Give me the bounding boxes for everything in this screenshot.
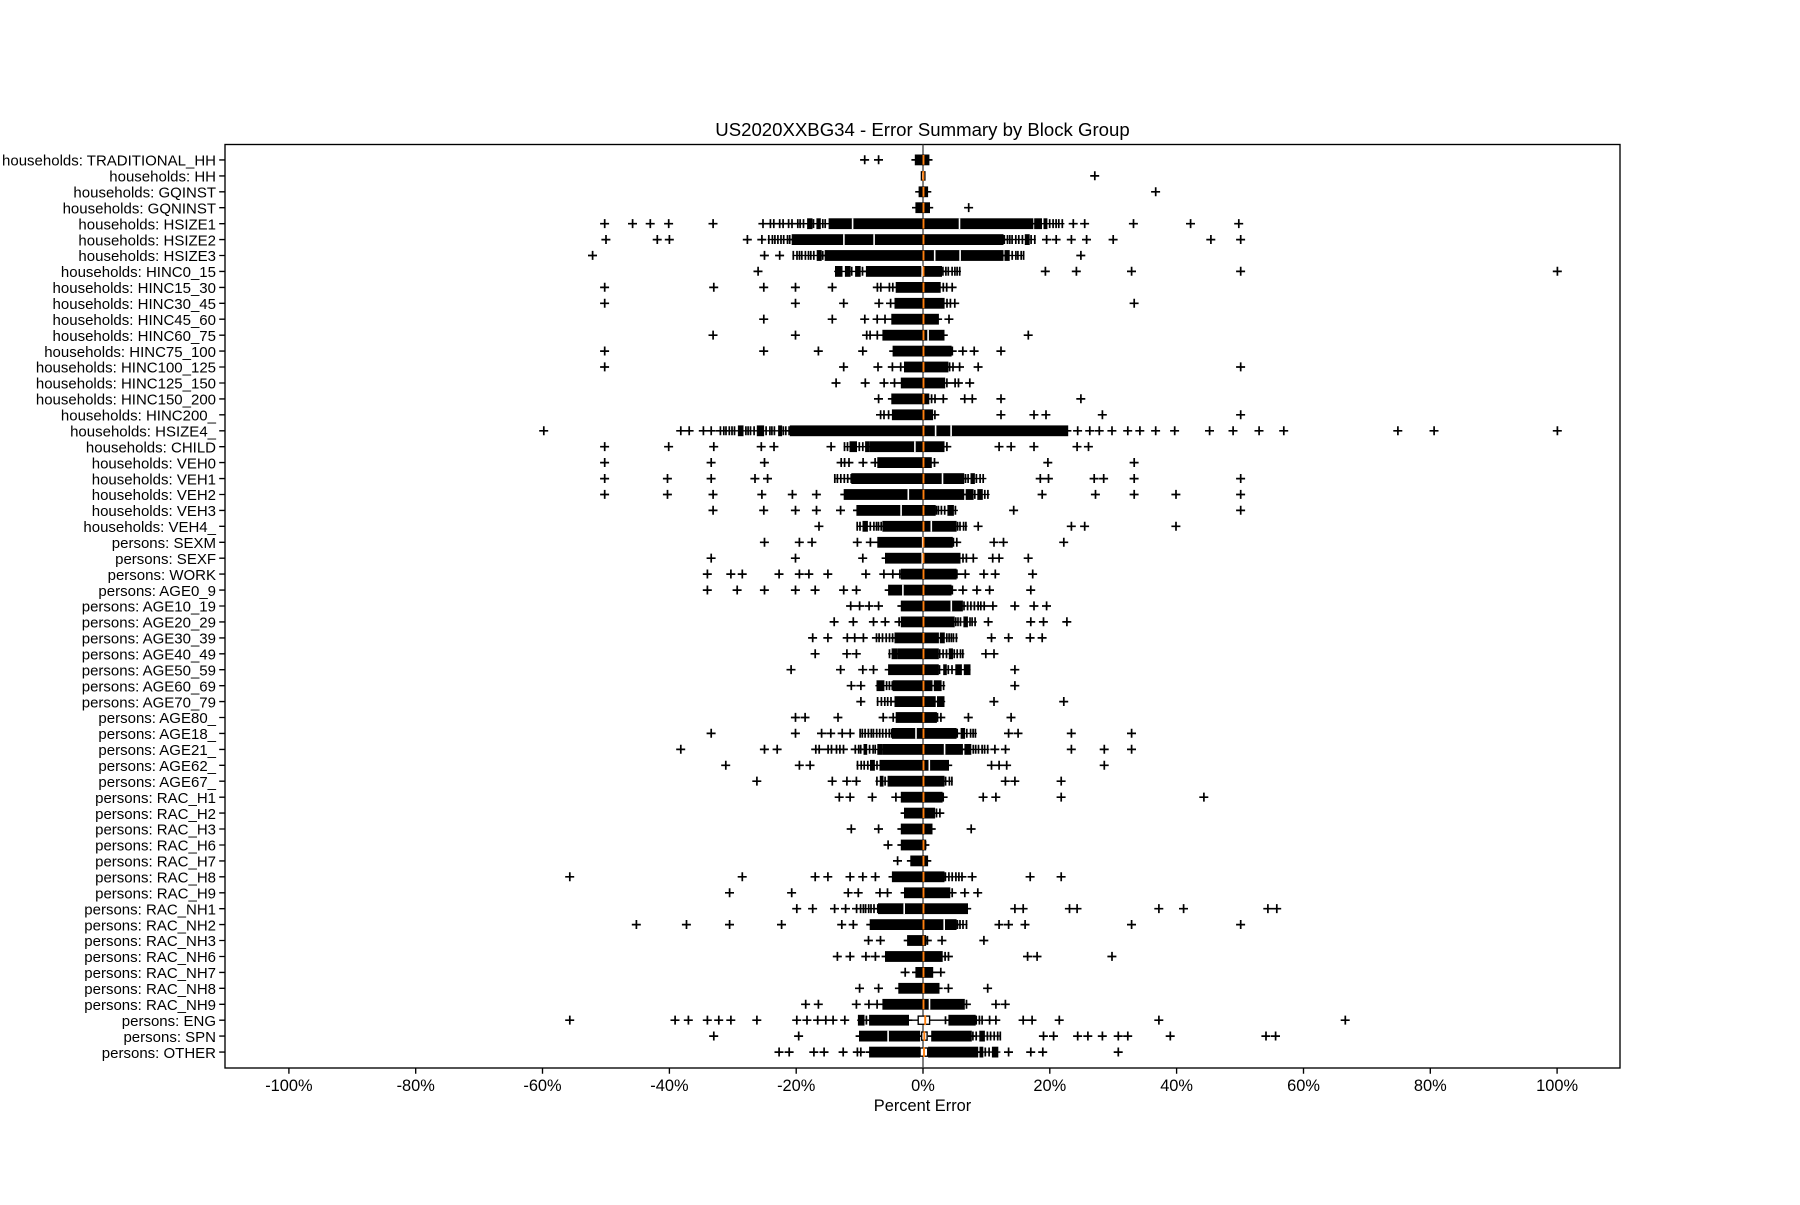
svg-text:-20%: -20% bbox=[777, 1077, 815, 1095]
svg-text:persons: AGE20_29: persons: AGE20_29 bbox=[82, 615, 216, 632]
svg-text:Percent Error: Percent Error bbox=[874, 1097, 972, 1115]
svg-text:-60%: -60% bbox=[523, 1077, 561, 1095]
svg-text:households: HINC125_150: households: HINC125_150 bbox=[36, 376, 216, 393]
svg-text:persons: SPN: persons: SPN bbox=[123, 1029, 216, 1046]
svg-text:persons: AGE30_39: persons: AGE30_39 bbox=[82, 631, 216, 648]
svg-text:persons: RAC_NH7: persons: RAC_NH7 bbox=[84, 965, 216, 982]
svg-text:80%: 80% bbox=[1414, 1077, 1447, 1095]
svg-text:households: GQINST: households: GQINST bbox=[73, 185, 216, 202]
svg-text:households: HINC200_: households: HINC200_ bbox=[61, 408, 217, 425]
svg-text:persons: AGE67_: persons: AGE67_ bbox=[98, 774, 216, 791]
svg-text:households: HINC45_60: households: HINC45_60 bbox=[53, 312, 216, 329]
svg-text:persons: ENG: persons: ENG bbox=[122, 1013, 216, 1030]
svg-text:households: CHILD: households: CHILD bbox=[86, 439, 216, 456]
svg-text:households: VEH4_: households: VEH4_ bbox=[83, 519, 216, 536]
svg-text:households: HINC0_15: households: HINC0_15 bbox=[61, 264, 216, 281]
svg-text:persons: AGE18_: persons: AGE18_ bbox=[98, 726, 216, 743]
svg-text:0%: 0% bbox=[911, 1077, 935, 1095]
svg-text:US2020XXBG34 - Error Summary b: US2020XXBG34 - Error Summary by Block Gr… bbox=[715, 119, 1129, 140]
svg-text:households: HINC60_75: households: HINC60_75 bbox=[53, 328, 216, 345]
svg-text:households: HSIZE2: households: HSIZE2 bbox=[78, 232, 216, 249]
svg-text:persons: AGE70_79: persons: AGE70_79 bbox=[82, 694, 216, 711]
svg-text:persons: SEXF: persons: SEXF bbox=[115, 551, 216, 568]
svg-text:persons: RAC_NH2: persons: RAC_NH2 bbox=[84, 917, 216, 934]
svg-text:-80%: -80% bbox=[397, 1077, 435, 1095]
svg-text:20%: 20% bbox=[1033, 1077, 1066, 1095]
svg-text:persons: RAC_H7: persons: RAC_H7 bbox=[95, 854, 216, 871]
svg-text:households: HH: households: HH bbox=[109, 169, 216, 186]
svg-text:persons: RAC_NH8: persons: RAC_NH8 bbox=[84, 981, 216, 998]
svg-text:40%: 40% bbox=[1160, 1077, 1193, 1095]
svg-text:households: HINC150_200: households: HINC150_200 bbox=[36, 392, 216, 409]
svg-text:persons: OTHER: persons: OTHER bbox=[102, 1045, 216, 1062]
svg-text:persons: RAC_H1: persons: RAC_H1 bbox=[95, 790, 216, 807]
svg-text:households: HSIZE4_: households: HSIZE4_ bbox=[70, 424, 217, 441]
svg-text:households: HINC30_45: households: HINC30_45 bbox=[53, 296, 216, 313]
svg-text:households: HINC100_125: households: HINC100_125 bbox=[36, 360, 216, 377]
svg-text:households: VEH2: households: VEH2 bbox=[92, 487, 216, 504]
svg-text:households: HINC15_30: households: HINC15_30 bbox=[53, 280, 216, 297]
svg-text:persons: RAC_NH6: persons: RAC_NH6 bbox=[84, 949, 216, 966]
svg-text:persons: AGE62_: persons: AGE62_ bbox=[98, 758, 216, 775]
svg-text:households: GQNINST: households: GQNINST bbox=[63, 200, 216, 217]
svg-text:persons: AGE10_19: persons: AGE10_19 bbox=[82, 599, 216, 616]
svg-text:persons: AGE21_: persons: AGE21_ bbox=[98, 742, 216, 759]
svg-text:persons: RAC_H2: persons: RAC_H2 bbox=[95, 806, 216, 823]
svg-text:persons: RAC_H6: persons: RAC_H6 bbox=[95, 838, 216, 855]
svg-text:households: HINC75_100: households: HINC75_100 bbox=[44, 344, 216, 361]
svg-text:households: VEH3: households: VEH3 bbox=[92, 503, 216, 520]
svg-text:100%: 100% bbox=[1536, 1077, 1578, 1095]
svg-text:households: VEH1: households: VEH1 bbox=[92, 471, 216, 488]
svg-text:-40%: -40% bbox=[650, 1077, 688, 1095]
svg-text:persons: AGE50_59: persons: AGE50_59 bbox=[82, 662, 216, 679]
svg-text:persons: AGE80_: persons: AGE80_ bbox=[98, 710, 216, 727]
svg-text:persons: AGE40_49: persons: AGE40_49 bbox=[82, 647, 216, 664]
svg-text:persons: RAC_H9: persons: RAC_H9 bbox=[95, 886, 216, 903]
svg-text:persons: SEXM: persons: SEXM bbox=[112, 535, 216, 552]
svg-text:persons: WORK: persons: WORK bbox=[108, 567, 216, 584]
svg-text:households: VEH0: households: VEH0 bbox=[92, 455, 216, 472]
svg-text:households: TRADITIONAL_HH: households: TRADITIONAL_HH bbox=[2, 153, 216, 170]
svg-text:persons: RAC_H8: persons: RAC_H8 bbox=[95, 870, 216, 887]
svg-text:persons: AGE0_9: persons: AGE0_9 bbox=[98, 583, 216, 600]
svg-text:persons: RAC_NH9: persons: RAC_NH9 bbox=[84, 997, 216, 1014]
svg-text:-100%: -100% bbox=[265, 1077, 312, 1095]
svg-text:persons: RAC_NH1: persons: RAC_NH1 bbox=[84, 901, 216, 918]
svg-text:households: HSIZE3: households: HSIZE3 bbox=[78, 248, 216, 265]
svg-text:households: HSIZE1: households: HSIZE1 bbox=[78, 216, 216, 233]
svg-text:persons: RAC_H3: persons: RAC_H3 bbox=[95, 822, 216, 839]
svg-text:60%: 60% bbox=[1287, 1077, 1320, 1095]
svg-text:persons: AGE60_69: persons: AGE60_69 bbox=[82, 678, 216, 695]
svg-text:persons: RAC_NH3: persons: RAC_NH3 bbox=[84, 933, 216, 950]
